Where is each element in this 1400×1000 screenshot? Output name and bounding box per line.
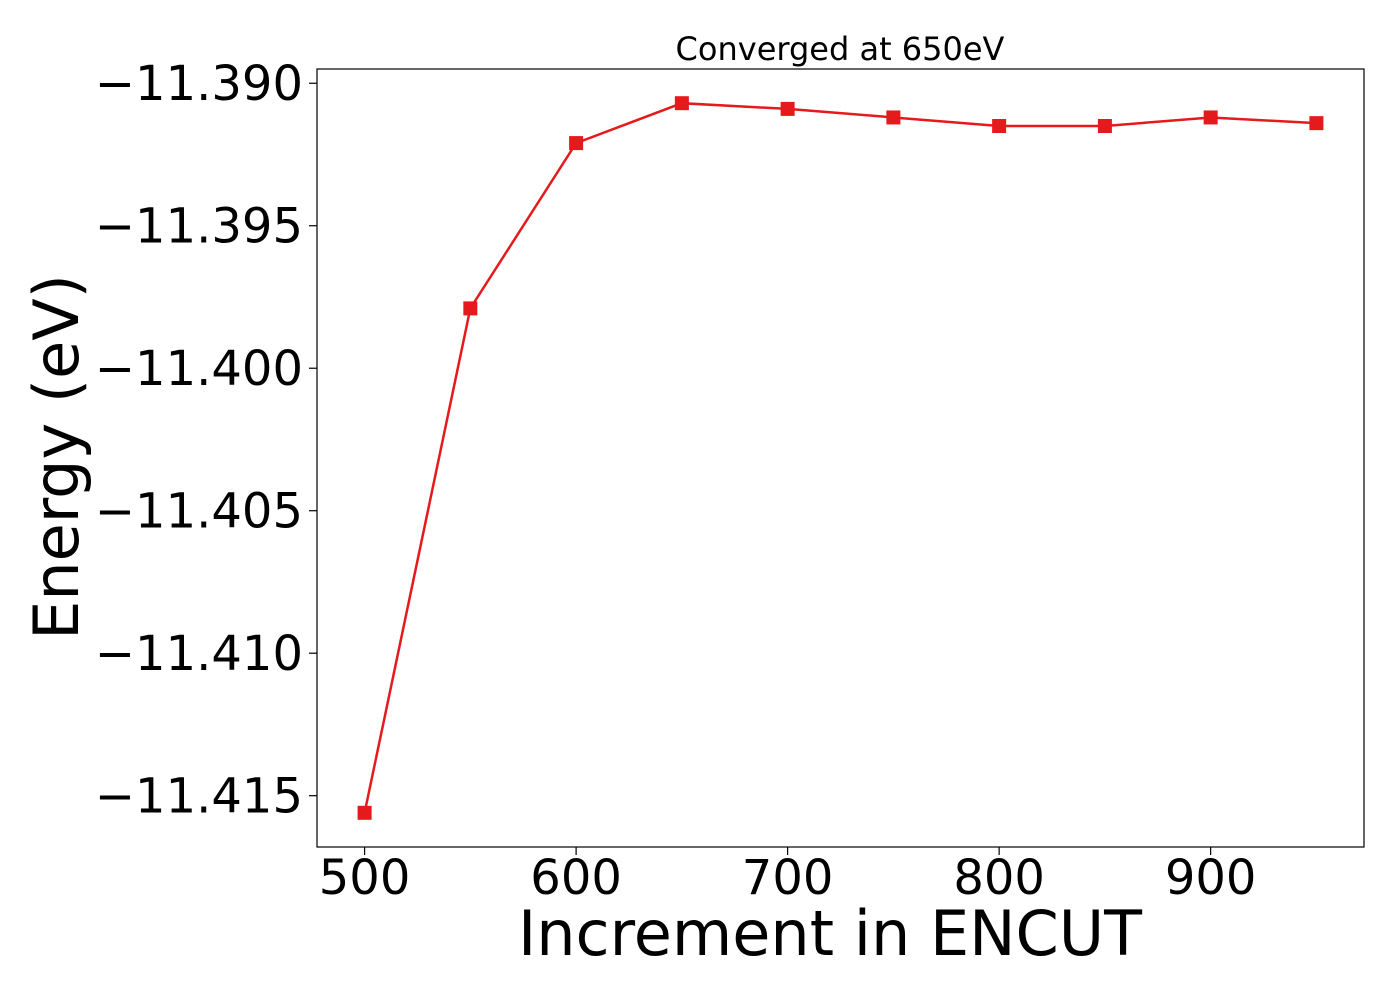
x-axis-label: Increment in ENCUT [518, 897, 1143, 970]
series-layer [357, 96, 1324, 820]
data-point-marker [1203, 110, 1218, 125]
x-axis-ticks: 500 600 700 800 900 [319, 847, 1257, 906]
chart-title: Converged at 650eV [676, 30, 1005, 68]
y-tick-label: −11.405 [95, 484, 303, 540]
y-tick-label: −11.410 [95, 626, 303, 682]
data-point-marker [1309, 116, 1324, 131]
y-tick-label: −11.390 [95, 56, 303, 112]
y-tick-label: −11.400 [95, 341, 303, 397]
x-tick-label: 600 [530, 850, 622, 906]
y-tick-label: −11.415 [95, 769, 303, 825]
data-point-marker [357, 805, 372, 820]
data-point-marker [886, 110, 901, 125]
data-point-marker [569, 136, 584, 151]
x-tick-label: 500 [319, 850, 411, 906]
y-axis-label: Energy (eV) [20, 274, 93, 640]
x-tick-label: 800 [953, 850, 1045, 906]
data-point-marker [780, 101, 795, 116]
data-point-marker [992, 118, 1007, 133]
x-tick-label: 900 [1165, 850, 1257, 906]
y-tick-label: −11.395 [95, 199, 303, 255]
data-point-marker [674, 96, 689, 111]
y-axis-ticks: −11.390 −11.395 −11.400 −11.405 −11.410 −11.4… [95, 56, 317, 825]
data-point-marker [1097, 118, 1112, 133]
data-point-marker [463, 301, 478, 316]
series-line [363, 101, 1317, 814]
x-tick-label: 700 [742, 850, 834, 906]
plot-frame [316, 68, 1365, 848]
